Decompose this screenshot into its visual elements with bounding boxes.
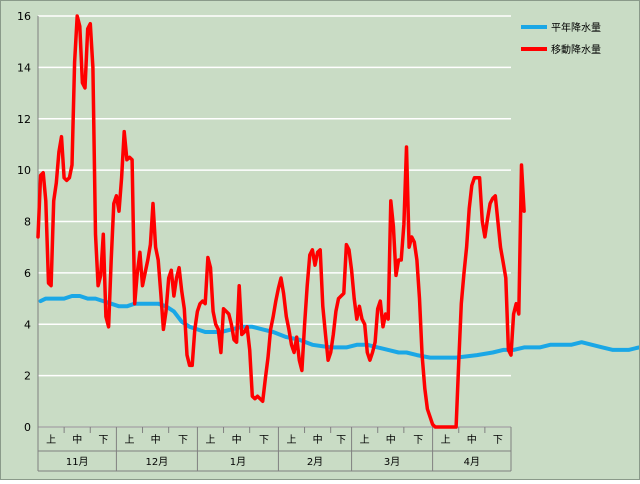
- y-tick-label: 6: [24, 267, 31, 280]
- x-month-label: 2月: [307, 456, 323, 468]
- x-sub-label: 下: [413, 435, 423, 446]
- y-tick-label: 4: [24, 318, 31, 331]
- y-tick-label: 0: [24, 421, 31, 434]
- x-sub-label: 下: [259, 435, 269, 446]
- x-sub-label: 中: [151, 433, 161, 446]
- y-tick-label: 16: [17, 10, 31, 23]
- x-sub-label: 上: [441, 434, 451, 446]
- x-month-label: 4月: [464, 456, 480, 468]
- y-tick-label: 10: [17, 164, 31, 177]
- x-sub-label: 中: [72, 433, 82, 446]
- y-tick-label: 2: [24, 370, 31, 383]
- x-sub-label: 中: [232, 433, 242, 446]
- x-sub-label: 中: [467, 433, 477, 446]
- x-sub-label: 下: [493, 435, 503, 446]
- y-tick-label: 8: [24, 216, 31, 229]
- x-sub-label: 上: [46, 434, 56, 446]
- x-sub-label: 上: [124, 434, 134, 446]
- x-month-label: 12月: [146, 456, 169, 468]
- x-sub-label: 上: [205, 434, 215, 446]
- x-month-label: 3月: [384, 456, 400, 468]
- x-month-label: 1月: [230, 456, 246, 468]
- x-sub-label: 中: [386, 433, 396, 446]
- x-sub-label: 中: [313, 433, 323, 446]
- x-sub-label: 上: [286, 434, 296, 446]
- y-tick-label: 12: [17, 113, 31, 126]
- legend-label: 平年降水量: [551, 21, 601, 34]
- x-sub-label: 下: [178, 435, 188, 446]
- x-sub-label: 下: [98, 435, 108, 446]
- x-sub-label: 下: [336, 435, 346, 446]
- x-sub-label: 上: [360, 434, 370, 446]
- y-tick-label: 14: [17, 61, 31, 74]
- legend-label: 移動降水量: [551, 43, 601, 56]
- series-line-2: [36, 14, 526, 429]
- x-month-label: 11月: [66, 456, 89, 468]
